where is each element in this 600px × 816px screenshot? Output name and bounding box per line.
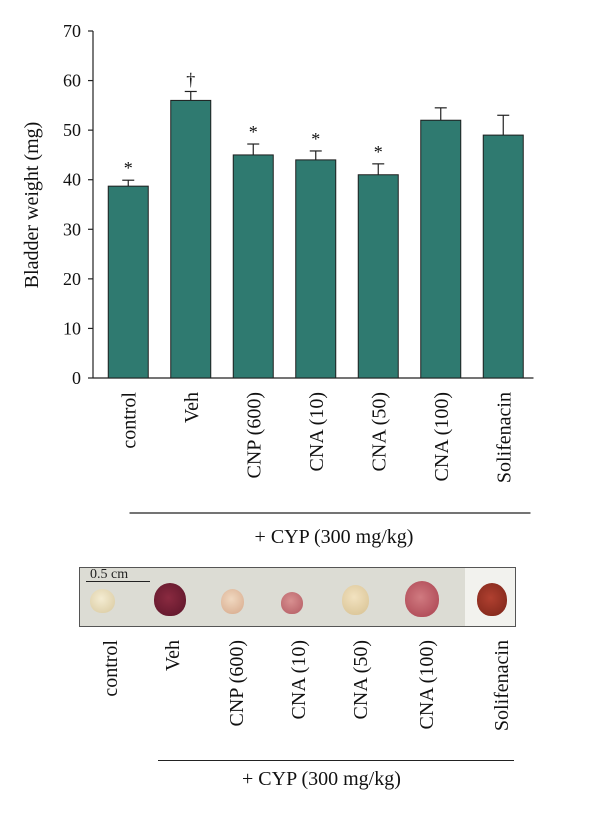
bar: [357, 174, 399, 379]
x-tick-label: control: [118, 392, 140, 449]
x-tick-label: Veh: [181, 392, 203, 423]
y-tick-label: 0: [72, 368, 81, 388]
group-label: + CYP (300 mg/kg): [255, 526, 414, 548]
bar: [107, 185, 149, 379]
photo-label: Solifenacin: [491, 640, 513, 732]
bar: [295, 159, 337, 379]
photo-label: CNP (600): [226, 640, 248, 727]
y-tick-label: 10: [63, 318, 81, 338]
x-tick-label: CNA (100): [431, 392, 453, 481]
bladder-specimen-cna10: [281, 592, 303, 614]
bladder-specimen-control: [90, 589, 115, 613]
bladder-specimen-solifenacin: [477, 583, 507, 616]
bladder-specimen-cna100: [405, 581, 439, 617]
bladder-photo-strip: 0.5 cm: [79, 567, 516, 627]
photo-label: CNA (100): [416, 640, 438, 730]
y-axis-label: Bladder weight (mg): [21, 122, 43, 289]
x-tick-label: CNA (10): [306, 392, 328, 471]
y-tick-label: 70: [63, 21, 81, 41]
photo-label: CNA (10): [288, 640, 310, 720]
bladder-specimen-veh: [154, 583, 186, 616]
bar-chart: 0 10 20 30 40 50 60 70 Bladder weight (mg) * contr…: [21, 21, 534, 548]
x-tick-label: CNP (600): [243, 392, 265, 478]
y-tick-label: 20: [63, 269, 81, 289]
bladder-specimen-cnp600: [221, 589, 244, 614]
photo-group-label: + CYP (300 mg/kg): [242, 768, 401, 790]
photo-label: control: [100, 640, 122, 697]
bladder-specimen-cna50: [342, 585, 369, 615]
bar: [482, 134, 524, 379]
photo-group-bracket: [158, 760, 514, 761]
scale-bar: [86, 581, 150, 582]
x-tick-label: Solifenacin: [493, 392, 515, 483]
bar: [420, 119, 462, 379]
bar: [170, 99, 212, 379]
scale-bar-label: 0.5 cm: [90, 567, 129, 582]
photo-label: Veh: [162, 640, 184, 672]
significance-marker: *: [311, 129, 320, 149]
y-tick-label: 50: [63, 120, 81, 140]
x-tick-label: CNA (50): [368, 392, 390, 471]
photo-label: CNA (50): [350, 640, 372, 720]
y-tick-label: 30: [63, 219, 81, 239]
y-tick-label: 60: [63, 71, 81, 91]
bar: [232, 154, 274, 379]
significance-marker: †: [186, 69, 195, 89]
y-tick-label: 40: [63, 170, 81, 190]
significance-marker: *: [124, 158, 133, 178]
significance-marker: *: [249, 122, 258, 142]
significance-marker: *: [374, 142, 383, 162]
